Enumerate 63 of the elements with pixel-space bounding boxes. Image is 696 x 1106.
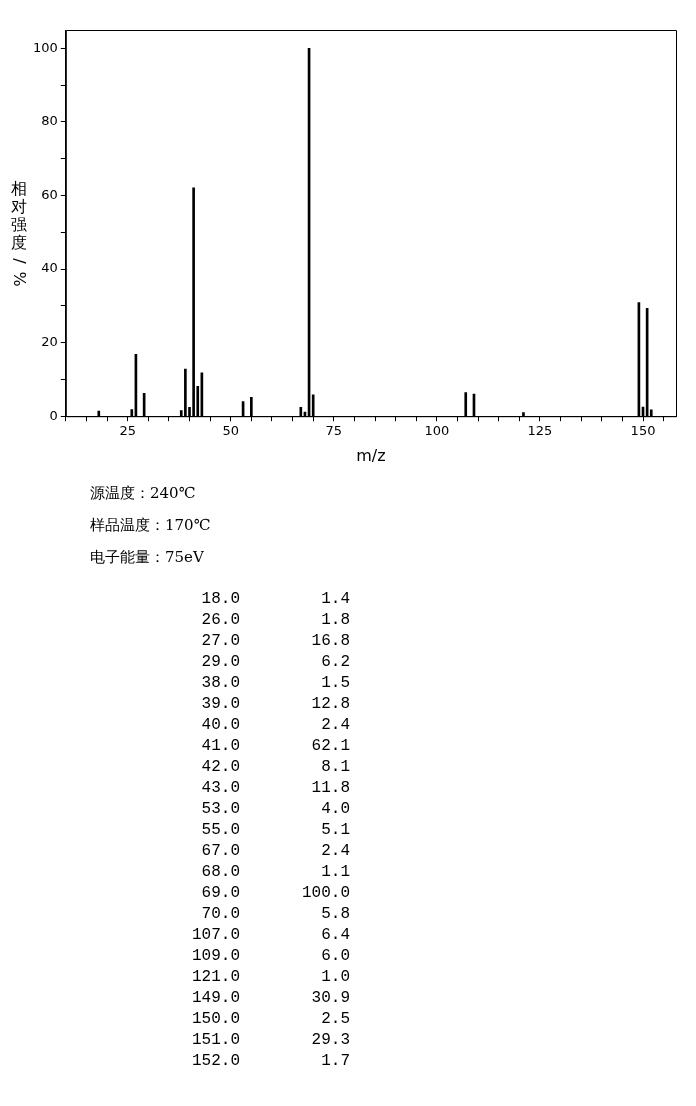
x-tick-label: 125 (527, 423, 553, 439)
x-tick-label: 75 (325, 423, 343, 439)
x-tick-label: 150 (630, 423, 656, 439)
text: 12.8 (310, 695, 350, 715)
text: 电子能量：75eV (90, 548, 205, 568)
text: 40.0 (200, 716, 240, 736)
text: 70.0 (200, 905, 240, 925)
y-tick-label: 80 (41, 113, 58, 129)
text: 29.0 (200, 653, 240, 673)
text: 2.4 (320, 842, 350, 862)
text: 62.1 (310, 737, 350, 757)
text: 6.2 (320, 653, 350, 673)
text: 38.0 (200, 674, 240, 694)
text: 68.0 (200, 863, 240, 883)
text: 69.0 (200, 884, 240, 904)
x-tick-label: 50 (222, 423, 239, 439)
text: 41.0 (200, 737, 240, 757)
y-tick-label: 60 (41, 186, 58, 202)
text: 55.0 (200, 821, 240, 841)
text: 100.0 (301, 884, 350, 904)
text: 29.3 (310, 1031, 350, 1051)
text: 26.0 (200, 611, 240, 631)
text: 39.0 (200, 695, 240, 715)
text: 1.7 (320, 1052, 350, 1072)
text: 1.5 (320, 674, 350, 694)
text: 5.8 (320, 905, 350, 925)
text: 6.0 (320, 947, 350, 967)
text: 16.8 (310, 632, 350, 652)
text: 1.8 (320, 611, 350, 631)
text: 43.0 (200, 779, 240, 799)
text: 149.0 (191, 989, 240, 1009)
text: 107.0 (191, 926, 240, 946)
y-tick-label: 0 (49, 407, 58, 423)
text: 152.0 (191, 1052, 240, 1072)
x-tick-label: 100 (424, 423, 450, 439)
y-axis-title: 相对强度/% (10, 179, 29, 288)
text: 6.4 (320, 926, 350, 946)
text: 1.4 (320, 590, 350, 610)
text: 27.0 (200, 632, 240, 652)
x-tick-label: 25 (119, 423, 136, 439)
text: 源温度：240℃ (90, 484, 197, 504)
x-axis-title: m/z (356, 445, 386, 465)
y-tick-label: 100 (32, 39, 58, 55)
text: 样品温度：170℃ (90, 516, 211, 536)
text: 150.0 (191, 1010, 240, 1030)
text: 1.0 (320, 968, 350, 988)
text: 1.1 (320, 863, 350, 883)
text: 18.0 (200, 590, 240, 610)
text: 151.0 (191, 1031, 240, 1051)
text: 121.0 (191, 968, 240, 988)
y-tick-label: 20 (41, 334, 58, 350)
text: 2.4 (320, 716, 350, 736)
text: 8.1 (320, 758, 350, 778)
text: 67.0 (200, 842, 240, 862)
text: 53.0 (200, 800, 240, 820)
text: 11.8 (310, 779, 350, 799)
text: 4.0 (320, 800, 350, 820)
text: 42.0 (200, 758, 240, 778)
text: 30.9 (310, 989, 350, 1009)
text: 2.5 (320, 1010, 350, 1030)
text: 5.1 (320, 821, 350, 841)
text: 109.0 (191, 947, 240, 967)
y-tick-label: 40 (41, 260, 58, 276)
